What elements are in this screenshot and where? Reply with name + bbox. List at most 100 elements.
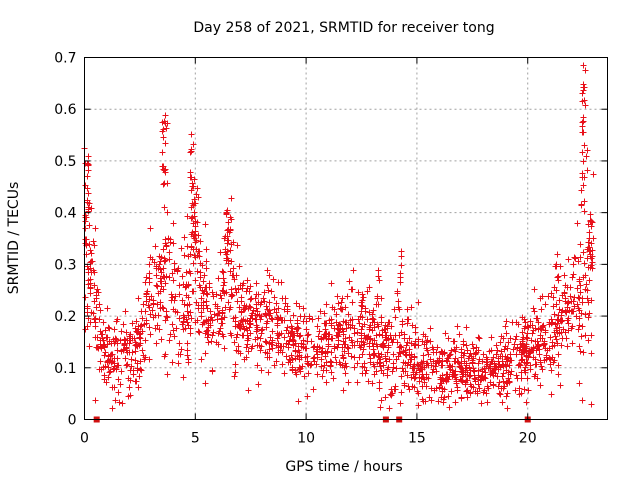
data-point [200, 278, 207, 285]
y-tick-label: 0.4 [54, 206, 76, 222]
data-point [183, 292, 190, 299]
data-point [183, 316, 190, 323]
data-point [188, 204, 195, 211]
data-point [154, 283, 161, 290]
data-point [295, 398, 302, 405]
data-point [314, 351, 321, 358]
data-point [385, 319, 392, 326]
data-point [244, 341, 251, 348]
data-point [253, 291, 260, 298]
data-point [463, 365, 470, 372]
data-point [441, 349, 448, 356]
data-point [233, 347, 240, 354]
data-point [191, 209, 198, 216]
data-point [445, 335, 452, 342]
data-point [105, 357, 112, 364]
data-point [86, 343, 93, 350]
data-point [421, 379, 428, 386]
data-point [332, 354, 339, 361]
data-point [359, 314, 366, 321]
data-point [162, 317, 169, 324]
data-point [430, 358, 437, 365]
data-point [344, 293, 351, 300]
data-point [502, 323, 509, 330]
data-point [463, 324, 470, 331]
data-point [334, 325, 341, 332]
data-point [304, 393, 311, 400]
data-point [209, 289, 216, 296]
data-point [202, 221, 209, 228]
data-point [340, 355, 347, 362]
data-point [374, 343, 381, 350]
data-point [576, 322, 583, 329]
data-point [337, 305, 344, 312]
data-point [302, 354, 309, 361]
data-points [81, 62, 597, 412]
data-point [370, 316, 377, 323]
data-point [169, 359, 176, 366]
data-point [159, 149, 166, 156]
data-point [310, 386, 317, 393]
data-point [338, 299, 345, 306]
data-point [247, 304, 254, 311]
data-point [245, 335, 252, 342]
data-point [279, 361, 286, 368]
data-point [466, 372, 473, 379]
data-point [214, 305, 221, 312]
data-point [582, 102, 589, 109]
data-point [328, 322, 335, 329]
data-point [527, 362, 534, 369]
data-point [269, 345, 276, 352]
data-point [361, 360, 368, 367]
data-point [301, 373, 308, 380]
data-point [160, 246, 167, 253]
data-point [516, 391, 523, 398]
data-point [464, 394, 471, 401]
data-point [246, 320, 253, 327]
data-point [157, 266, 164, 273]
data-point [408, 340, 415, 347]
data-point [585, 337, 592, 344]
data-point [221, 279, 228, 286]
data-point [401, 382, 408, 389]
data-point [589, 259, 596, 266]
data-point [240, 280, 247, 287]
data-point [581, 174, 588, 181]
data-point [411, 375, 418, 382]
data-point [390, 351, 397, 358]
data-point [321, 310, 328, 317]
data-point [246, 303, 253, 310]
data-point [578, 333, 585, 340]
data-point [296, 356, 303, 363]
data-point [416, 378, 423, 385]
data-point [499, 399, 506, 406]
data-point [548, 367, 555, 374]
data-point [146, 324, 153, 331]
data-point [162, 140, 169, 147]
data-point [164, 209, 171, 216]
data-point [293, 300, 300, 307]
data-point [275, 305, 282, 312]
data-point [160, 286, 167, 293]
data-point [524, 335, 531, 342]
data-point [244, 277, 251, 284]
data-point [573, 313, 580, 320]
data-point [488, 334, 495, 341]
data-point [448, 388, 455, 395]
data-point [218, 295, 225, 302]
data-point [460, 338, 467, 345]
data-point [411, 354, 418, 361]
data-point [390, 364, 397, 371]
data-point [247, 296, 254, 303]
data-point [588, 262, 595, 269]
data-point [415, 402, 422, 409]
data-point [556, 297, 563, 304]
data-point [219, 268, 226, 275]
data-point [190, 288, 197, 295]
data-point [257, 347, 264, 354]
data-point [86, 222, 93, 229]
data-point [162, 112, 169, 119]
data-point [122, 308, 129, 315]
data-point [225, 299, 232, 306]
data-point [204, 291, 211, 298]
